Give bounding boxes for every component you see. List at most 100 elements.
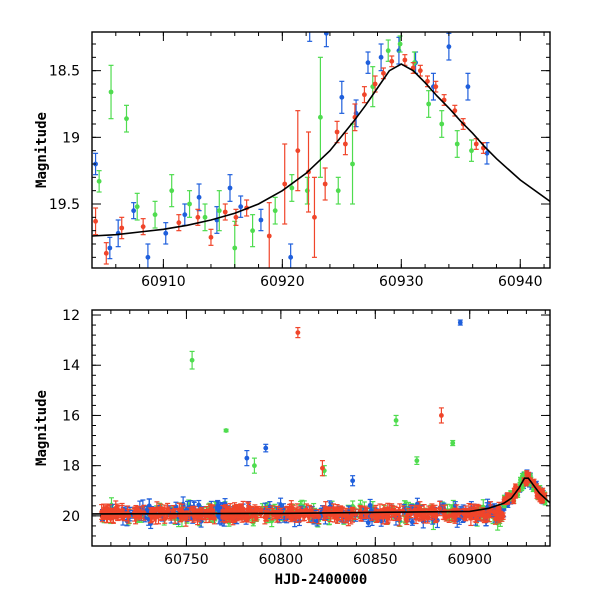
top-data-point xyxy=(145,243,151,268)
bottom-outlier-point xyxy=(350,475,356,487)
bottom-x-tick-label: 60900 xyxy=(447,552,492,568)
bottom-data-point xyxy=(133,504,139,513)
bottom-outlier-point xyxy=(189,350,195,370)
top-data-point xyxy=(454,130,460,158)
top-data-point xyxy=(187,190,193,218)
bottom-data-point xyxy=(110,509,116,524)
bottom-data-point xyxy=(300,509,306,522)
top-data-point xyxy=(176,214,182,232)
bottom-data-points xyxy=(99,319,548,531)
bottom-outlier-point xyxy=(319,460,325,477)
bottom-data-point xyxy=(183,510,189,527)
top-data-point xyxy=(169,174,175,208)
top-data-point xyxy=(370,66,376,108)
bottom-y-axis-label: Magnitude xyxy=(34,390,50,466)
top-data-point xyxy=(295,110,301,192)
top-data-point xyxy=(238,195,244,218)
bottom-y-tick-label: 16 xyxy=(62,408,80,424)
top-data-point xyxy=(402,54,408,66)
top-data-point xyxy=(131,202,137,220)
top-data-point xyxy=(385,39,391,62)
bottom-data-point xyxy=(343,507,349,523)
top-x-tick-label: 60940 xyxy=(498,274,543,290)
bottom-outlier-point xyxy=(244,449,250,467)
bottom-model-curve xyxy=(92,477,550,515)
bottom-data-point xyxy=(223,505,229,517)
top-data-point xyxy=(119,216,125,240)
bottom-axis-ticks: 60750 60800 60850 60900 12 14 16 18 20 xyxy=(62,308,550,568)
top-data-point xyxy=(282,143,288,225)
top-data-point xyxy=(323,32,329,48)
top-data-point xyxy=(350,123,356,205)
top-data-point xyxy=(152,200,158,229)
top-data-point xyxy=(335,176,341,205)
top-data-point xyxy=(342,132,348,156)
top-x-tick-label: 60930 xyxy=(379,274,424,290)
bottom-plot-frame xyxy=(91,309,551,547)
top-y-tick-label: 19 xyxy=(62,130,80,146)
bottom-outlier-point xyxy=(450,439,456,447)
top-data-point xyxy=(465,72,471,101)
bottom-y-tick-label: 18 xyxy=(62,459,80,475)
top-data-point xyxy=(108,64,114,120)
top-data-point xyxy=(163,222,169,245)
top-data-point xyxy=(103,242,109,265)
top-data-point xyxy=(222,203,228,221)
top-data-point xyxy=(417,64,423,77)
bottom-outlier-point xyxy=(457,319,463,326)
bottom-data-point xyxy=(473,513,479,524)
top-data-point xyxy=(322,167,328,201)
bottom-data-point xyxy=(253,514,259,522)
bottom-y-tick-label: 12 xyxy=(62,308,80,324)
top-data-point xyxy=(380,67,386,80)
bottom-outlier-point xyxy=(295,326,301,339)
top-data-point xyxy=(266,202,272,268)
bottom-data-point xyxy=(446,509,452,523)
bottom-data-point xyxy=(433,509,439,523)
top-data-point xyxy=(208,228,214,246)
top-data-point xyxy=(378,43,384,72)
bottom-x-axis-label: HJD-2400000 xyxy=(275,572,368,588)
top-data-point xyxy=(372,75,378,93)
top-data-point xyxy=(484,142,490,165)
top-data-point xyxy=(339,80,345,114)
top-data-point xyxy=(361,86,367,104)
bottom-data-point xyxy=(264,510,270,522)
top-y-axis-label: Magnitude xyxy=(34,112,50,188)
top-data-point xyxy=(258,208,264,232)
bottom-y-tick-label: 14 xyxy=(62,358,80,374)
bottom-outlier-point xyxy=(438,407,444,424)
top-data-point xyxy=(196,183,202,212)
top-data-point xyxy=(468,139,474,162)
top-y-tick-label: 18.5 xyxy=(49,64,80,80)
bottom-data-point xyxy=(494,510,500,521)
bottom-outlier-point xyxy=(251,457,257,474)
bottom-outlier-point xyxy=(223,428,229,433)
top-data-point xyxy=(441,94,447,106)
top-data-point xyxy=(307,32,313,42)
top-y-tick-label: 19.5 xyxy=(49,197,80,213)
top-data-point xyxy=(365,51,371,74)
top-data-point xyxy=(289,174,295,202)
top-data-point xyxy=(250,214,256,248)
top-data-point xyxy=(389,55,395,68)
top-panel: 60910 60920 60930 60940 18.5 19 19.5 Magnitude xyxy=(34,31,551,290)
top-data-point xyxy=(288,243,294,268)
top-data-point xyxy=(107,236,113,260)
top-data-point xyxy=(182,203,188,226)
top-data-point xyxy=(446,32,452,61)
top-data-point xyxy=(317,56,323,178)
bottom-y-tick-label: 20 xyxy=(62,509,80,525)
top-data-point xyxy=(227,174,233,202)
top-data-point xyxy=(216,190,222,232)
bottom-x-tick-label: 60800 xyxy=(259,552,304,568)
bottom-outlier-point xyxy=(263,443,269,453)
top-data-points xyxy=(93,32,490,268)
top-data-point xyxy=(272,196,278,225)
top-data-point xyxy=(202,203,208,232)
bottom-data-point xyxy=(539,497,545,504)
top-data-point xyxy=(96,170,102,193)
bottom-outlier-point xyxy=(414,456,420,466)
top-data-point xyxy=(439,110,445,138)
